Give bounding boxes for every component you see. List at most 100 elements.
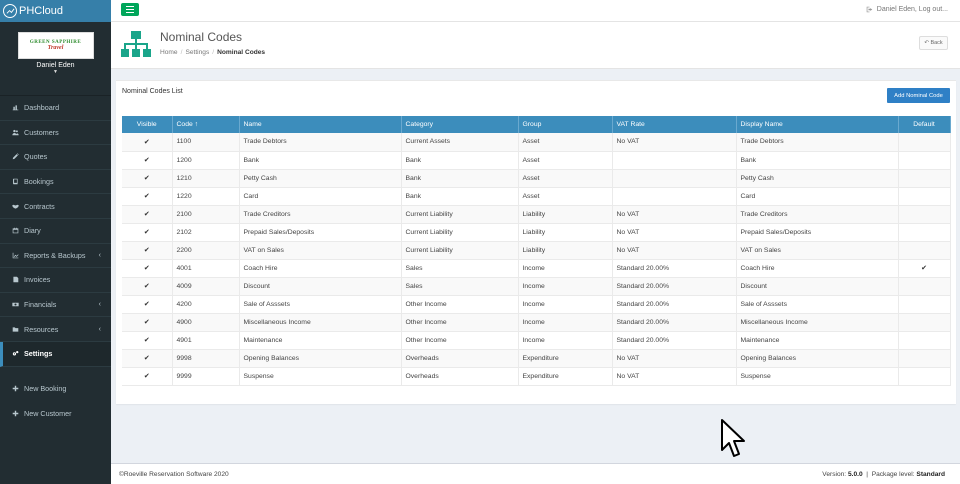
sidebar-item-reports-backups[interactable]: Reports & Backups ‹ [0,244,111,269]
check-icon: ✔ [143,229,150,236]
cell-code: 2200 [172,241,240,260]
cell-default [898,331,951,350]
cell-display-name: Prepaid Sales/Deposits [736,223,899,242]
table-row[interactable]: ✔ 4200 Sale of Asssets Other Income Income St… [122,295,951,314]
company-logo-line1: GREEN SAPPHIRE [29,40,82,45]
col-code[interactable]: Code ↑ [172,116,240,133]
page-title: Nominal Codes [160,30,243,44]
cell-name: Bank [239,151,402,170]
table-row[interactable]: ✔ 4900 Miscellaneous Income Other Income Inc… [122,313,951,332]
col-category[interactable]: Category [401,116,519,133]
cell-display-name: Suspense [736,367,899,386]
cell-code: 9998 [172,349,240,368]
cell-visible: ✔ [122,241,173,260]
cell-code: 9999 [172,367,240,386]
add-nominal-code-button[interactable]: Add Nominal Code [887,88,950,103]
table-row[interactable]: ✔ 9999 Suspense Overheads Expenditure No VAT S… [122,367,951,386]
cell-category: Bank [401,187,519,206]
sitemap-icon [121,31,151,57]
col-visible[interactable]: Visible [122,116,173,133]
cell-group: Expenditure [518,349,613,368]
cell-code: 2100 [172,205,240,224]
table-row[interactable]: ✔ 2102 Prepaid Sales/Deposits Current Liabi… [122,223,951,242]
breadcrumb-home[interactable]: Home [160,49,178,56]
sidebar-action-new-booking[interactable]: New Booking [0,377,111,402]
sidebar-item-dashboard[interactable]: Dashboard [0,96,111,121]
cell-default [898,295,951,314]
cell-vat-rate: No VAT [612,133,737,152]
plus-icon [12,410,24,417]
cell-vat-rate: Standard 20.00% [612,259,737,278]
cell-name: Maintenance [239,331,402,350]
col-vat-rate[interactable]: VAT Rate [612,116,737,133]
cell-category: Current Liability [401,205,519,224]
table-row[interactable]: ✔ 1220 Card Bank Asset Card [122,187,951,206]
pencil-icon [12,153,24,160]
check-icon: ✔ [143,138,150,146]
table-row[interactable]: ✔ 4001 Coach Hire Sales Income Standard 20.00… [122,259,951,278]
footer-copyright: ©Roeville Reservation Software 2020 [119,471,229,478]
cell-category: Bank [401,151,519,170]
cell-name: Coach Hire [239,259,402,278]
cell-visible: ✔ [122,277,173,296]
cell-category: Overheads [401,349,519,368]
cell-vat-rate [612,169,737,188]
cell-default [898,367,951,386]
sidebar-item-settings[interactable]: Settings [0,341,111,367]
check-icon: ✔ [143,193,150,200]
sidebar-item-quotes[interactable]: Quotes [0,145,111,170]
sidebar-item-label: Invoices [24,275,51,285]
cell-group: Income [518,277,613,296]
table-row[interactable]: ✔ 2200 VAT on Sales Current Liability Liabil… [122,241,951,260]
table-row[interactable]: ✔ 9998 Opening Balances Overheads Expenditur… [122,349,951,368]
cell-visible: ✔ [122,169,173,188]
menu-toggle-button[interactable] [121,3,139,16]
sidebar-item-diary[interactable]: Diary [0,219,111,244]
logout-link[interactable]: Daniel Eden, Log out... [866,6,948,13]
cell-display-name: Petty Cash [736,169,899,188]
cell-vat-rate: No VAT [612,205,737,224]
table-row[interactable]: ✔ 4009 Discount Sales Income Standard 20.00% D… [122,277,951,296]
sidebar-action-new-customer[interactable]: New Customer [0,401,111,426]
col-name[interactable]: Name [239,116,402,133]
cell-group: Income [518,313,613,332]
cell-name: Card [239,187,402,206]
sidebar-item-resources[interactable]: Resources ‹ [0,317,111,342]
nominal-codes-box: Nominal Codes List Add Nominal Code Visi… [116,80,956,404]
sidebar-item-contracts[interactable]: Contracts [0,194,111,219]
cell-group: Income [518,295,613,314]
sidebar-item-invoices[interactable]: Invoices [0,268,111,293]
sidebar-item-label: Financials [24,300,57,310]
check-icon: ✔ [143,211,150,218]
check-icon: ✔ [143,265,150,272]
app-logo[interactable]: PHCloud [0,0,111,22]
sidebar-item-customers[interactable]: Customers [0,121,111,146]
sidebar-action-label: New Customer [24,408,72,418]
col-display-name[interactable]: Display Name [736,116,899,133]
book-icon [12,178,24,185]
back-button[interactable]: ↶ Back [919,36,948,50]
cell-default [898,223,951,242]
check-icon: ✔ [143,337,150,344]
table-row[interactable]: ✔ 2100 Trade Creditors Current Liability Lia… [122,205,951,224]
breadcrumb-settings[interactable]: Settings [185,49,210,56]
table-row[interactable]: ✔ 1200 Bank Bank Asset Bank [122,151,951,170]
table-row[interactable]: ✔ 1210 Petty Cash Bank Asset Petty Cash [122,169,951,188]
cell-vat-rate: Standard 20.00% [612,331,737,350]
cell-group: Asset [518,169,613,188]
mouse-cursor-icon [721,419,745,457]
table-row[interactable]: ✔ 4901 Maintenance Other Income Income Standa… [122,331,951,350]
cell-vat-rate: No VAT [612,367,737,386]
col-default[interactable]: Default [898,116,951,133]
sidebar-menu: Dashboard Customers Quotes Bookings Contract… [0,96,111,426]
col-group[interactable]: Group [518,116,613,133]
table-row[interactable]: ✔ 1100 Trade Debtors Current Assets Asset No … [122,133,951,152]
user-name[interactable]: Daniel Eden [36,62,75,69]
check-icon: ✔ [143,301,150,308]
sidebar-item-financials[interactable]: Financials ‹ [0,293,111,318]
cell-code: 1220 [172,187,240,206]
sidebar-item-bookings[interactable]: Bookings [0,170,111,195]
caret-down-icon[interactable]: ▼ [53,69,58,75]
cell-group: Asset [518,187,613,206]
cell-visible: ✔ [122,133,173,152]
